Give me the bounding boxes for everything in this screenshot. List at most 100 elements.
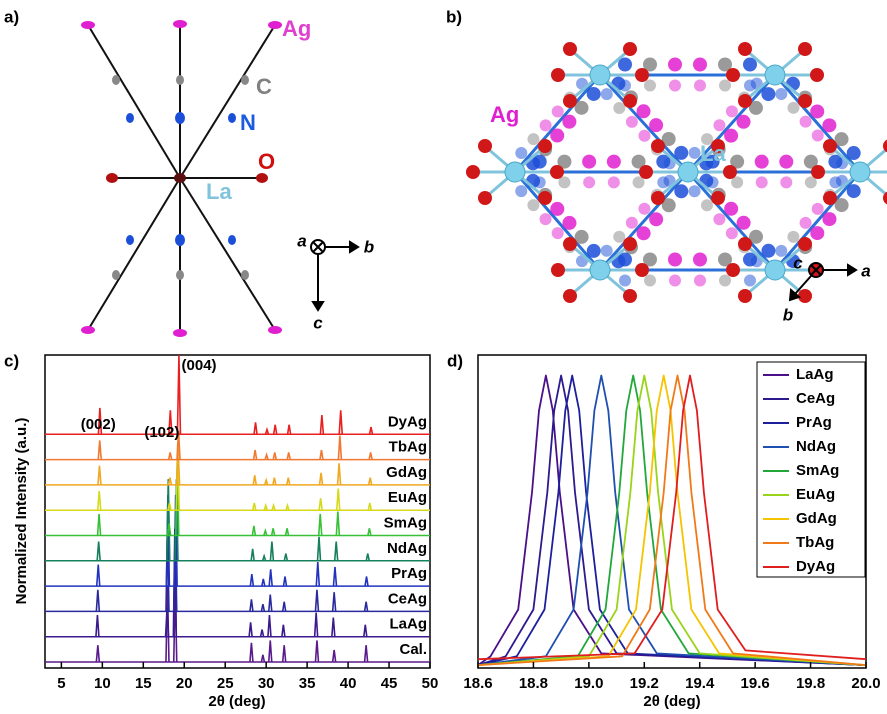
atom [623, 289, 637, 303]
atom [644, 275, 656, 287]
atom [738, 289, 752, 303]
x-tick-label: 19.6 [741, 675, 770, 692]
atom [590, 65, 610, 85]
atom [719, 80, 731, 92]
peak [250, 643, 253, 662]
x-tick-label: 18.6 [463, 675, 492, 692]
atom [800, 116, 812, 128]
atom [811, 165, 825, 179]
peak [366, 554, 369, 561]
atom [761, 87, 775, 101]
x-tick-label: 30 [258, 675, 275, 692]
peak [368, 503, 371, 510]
atom [699, 174, 713, 188]
atom [775, 245, 787, 257]
peak [369, 478, 372, 485]
peak [364, 625, 367, 637]
x-tick-label: 45 [381, 675, 398, 692]
atom [726, 68, 740, 82]
atom [713, 119, 725, 131]
atom [550, 129, 564, 143]
panel-a: a) Ag C N O La a b c [4, 7, 374, 337]
atom [540, 213, 552, 225]
atom [823, 191, 837, 205]
peak [261, 655, 264, 662]
peak [261, 604, 264, 611]
atom [649, 212, 663, 226]
x-axis-label: 2θ (deg) [643, 693, 700, 710]
peak [288, 425, 291, 435]
atom-label: N [240, 110, 256, 135]
peak [333, 592, 336, 611]
atom [623, 237, 637, 251]
atom [550, 202, 564, 216]
atom [787, 102, 799, 114]
atom [744, 275, 756, 287]
atom [810, 104, 824, 118]
atom [505, 162, 525, 182]
atom [812, 203, 824, 215]
peak [168, 478, 171, 485]
atom [726, 105, 738, 117]
axis-label: a [297, 231, 306, 250]
atom [668, 253, 682, 267]
peak [286, 528, 289, 535]
axis-label: b [364, 237, 374, 256]
atom [550, 165, 564, 179]
atom [689, 147, 701, 159]
x-tick-label: 50 [422, 675, 439, 692]
peak [253, 475, 256, 485]
atom [669, 275, 681, 287]
atom [478, 139, 492, 153]
peak [284, 554, 287, 561]
peak-annotation: (102) [144, 424, 179, 441]
x-tick-label: 19.2 [630, 675, 659, 692]
legend-label: LaAg [796, 366, 834, 383]
legend-label: CeAg [796, 390, 835, 407]
atom [693, 253, 707, 267]
legend-label: DyAg [796, 558, 835, 575]
peak [336, 512, 339, 536]
atom-label: C [256, 74, 272, 99]
atom [587, 244, 601, 258]
atom [563, 42, 577, 56]
peak [284, 577, 287, 587]
atom [637, 104, 651, 118]
peak [315, 613, 318, 637]
peak [249, 622, 252, 636]
atom [711, 191, 725, 205]
atom-label: Ag [490, 102, 519, 127]
atom [552, 105, 564, 117]
atom [601, 245, 613, 257]
atom-label: Ag [282, 16, 311, 41]
atom [587, 87, 601, 101]
peak [251, 549, 254, 561]
x-tick-label: 20 [176, 675, 193, 692]
atom [651, 191, 665, 205]
plot-c [45, 355, 430, 662]
atom [678, 162, 698, 182]
legend-label: NdAg [796, 438, 836, 455]
atom [701, 199, 713, 211]
atom [649, 118, 663, 132]
legend-label: TbAg [796, 534, 834, 551]
atom [639, 165, 653, 179]
peak [96, 590, 99, 612]
peak [339, 410, 342, 434]
peak [262, 579, 265, 586]
atom [847, 184, 861, 198]
atom [713, 213, 725, 225]
x-tick-label: 18.8 [519, 675, 548, 692]
peak [96, 645, 99, 662]
atom [527, 199, 539, 211]
peak [338, 463, 341, 485]
x-tick-label: 15 [135, 675, 152, 692]
atom [538, 139, 552, 153]
peak [250, 574, 253, 586]
atom-label: La [206, 179, 232, 204]
peak [318, 537, 321, 561]
atom [694, 80, 706, 92]
peak [320, 473, 323, 485]
series-label: TbAg [389, 439, 427, 456]
x-tick-label: 40 [340, 675, 357, 692]
